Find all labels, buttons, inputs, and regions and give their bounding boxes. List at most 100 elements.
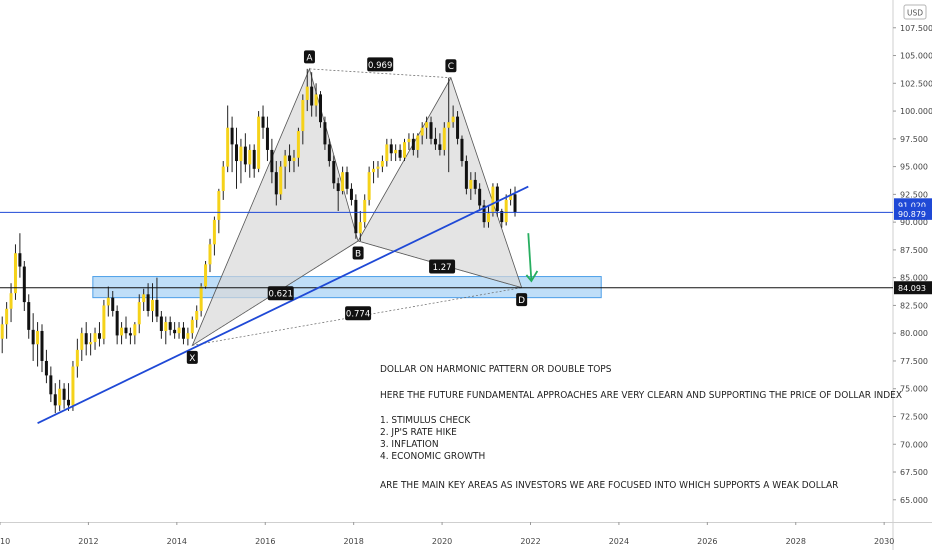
candle-down	[389, 144, 393, 154]
candle-up	[486, 213, 490, 223]
ratio-label-box	[429, 259, 456, 274]
candle-up	[509, 194, 513, 200]
candle-down	[252, 149, 256, 169]
currency-label: USD	[907, 9, 923, 18]
y-tick-label: 100.000	[900, 107, 932, 116]
candle-up	[385, 144, 389, 162]
point-label-box	[516, 293, 528, 307]
candle-up	[380, 161, 384, 167]
candle-up	[358, 222, 362, 234]
candle-down	[159, 316, 163, 331]
candle-up	[226, 127, 230, 167]
y-tick-label: 80.000	[900, 329, 928, 338]
annotation-item-2: 2. JP'S RATE HIKE	[380, 427, 457, 438]
x-tick-label: 2024	[609, 537, 629, 546]
candle-up	[71, 366, 75, 406]
candle-up	[221, 166, 225, 192]
y-tick-label: 107.500	[900, 24, 932, 33]
candle-up	[425, 122, 429, 128]
candle-up	[36, 330, 40, 345]
y-tick-label: 75.000	[900, 385, 928, 394]
price-tag	[894, 281, 932, 295]
x-tick-label: 2018	[343, 537, 363, 546]
candle-up	[314, 94, 318, 106]
annotation-conclusion: ARE THE MAIN KEY AREAS AS INVESTORS WE A…	[380, 480, 839, 491]
y-tick-label: 95.000	[900, 163, 928, 172]
candle-up	[93, 333, 97, 343]
pattern-triangle-xab	[191, 67, 359, 347]
candle-up	[89, 342, 93, 345]
candle-up	[367, 172, 371, 200]
candle-down	[495, 186, 499, 212]
candle-up	[199, 286, 203, 311]
candle-up	[142, 294, 146, 303]
x-tick-label: 2026	[697, 537, 717, 546]
candle-down	[67, 399, 71, 406]
candle-down	[115, 310, 119, 336]
candle-up	[341, 172, 345, 192]
candle-down	[44, 360, 48, 376]
candle-down	[429, 122, 433, 139]
candle-down	[265, 127, 269, 150]
candle-down	[345, 172, 349, 189]
candle-up	[279, 166, 283, 195]
candle-up	[195, 310, 199, 320]
point-label: C	[448, 62, 454, 72]
price-tag-label: 90.879	[898, 210, 926, 219]
ratio-label: 1.27	[433, 263, 452, 273]
candle-down	[336, 183, 340, 192]
candle-up	[177, 327, 181, 334]
candle-down	[168, 322, 172, 330]
y-tick-label: 90.000	[900, 218, 928, 227]
candle-up	[376, 166, 380, 169]
candle-up	[248, 149, 252, 165]
candle-down	[243, 146, 247, 165]
candle-up	[403, 142, 407, 158]
point-label-box	[186, 350, 198, 364]
candle-up	[190, 319, 194, 334]
candle-up	[416, 135, 420, 150]
candle-down	[111, 297, 115, 311]
y-tick-label: 77.500	[900, 357, 928, 366]
ratio-label-box	[345, 306, 372, 321]
candle-down	[411, 138, 415, 150]
candle-down	[84, 333, 88, 345]
candle-up	[296, 131, 300, 158]
y-tick-label: 97.500	[900, 135, 928, 144]
candle-down	[128, 333, 132, 336]
candle-down	[155, 299, 159, 317]
y-tick-label: 67.500	[900, 468, 928, 477]
candle-up	[151, 299, 155, 311]
y-tick-label: 65.000	[900, 496, 928, 505]
annotation-item-1: 1. STIMULUS CHECK	[380, 415, 471, 426]
candle-down	[500, 211, 504, 223]
candle-down	[464, 161, 468, 189]
candle-up	[102, 305, 106, 339]
ratio-label: 0.774	[346, 310, 370, 320]
candle-up	[0, 324, 4, 339]
y-tick-label: 105.000	[900, 52, 932, 61]
candle-up	[217, 191, 221, 220]
candle-up	[372, 168, 376, 173]
annotation-item-4: 4. ECONOMIC GROWTH	[380, 451, 486, 462]
candle-up	[469, 179, 473, 189]
candle-down	[354, 199, 358, 234]
point-label-box	[445, 59, 457, 73]
candle-down	[482, 205, 486, 223]
candle-down	[62, 388, 66, 400]
candle-up	[239, 146, 243, 162]
candle-up	[133, 324, 137, 336]
y-tick-label: 85.000	[900, 274, 928, 283]
candle-down	[235, 144, 239, 162]
annotation-item-3: 3. INFLATION	[380, 439, 439, 450]
candle-up	[305, 86, 309, 100]
x-tick-label: 2016	[255, 537, 275, 546]
y-tick-label: 70.000	[900, 440, 928, 449]
x-tick-label: 2012	[78, 537, 98, 546]
candle-down	[288, 155, 292, 162]
ratio-label: 0.621	[269, 290, 293, 300]
candle-down	[513, 194, 517, 213]
candle-up	[363, 199, 367, 223]
